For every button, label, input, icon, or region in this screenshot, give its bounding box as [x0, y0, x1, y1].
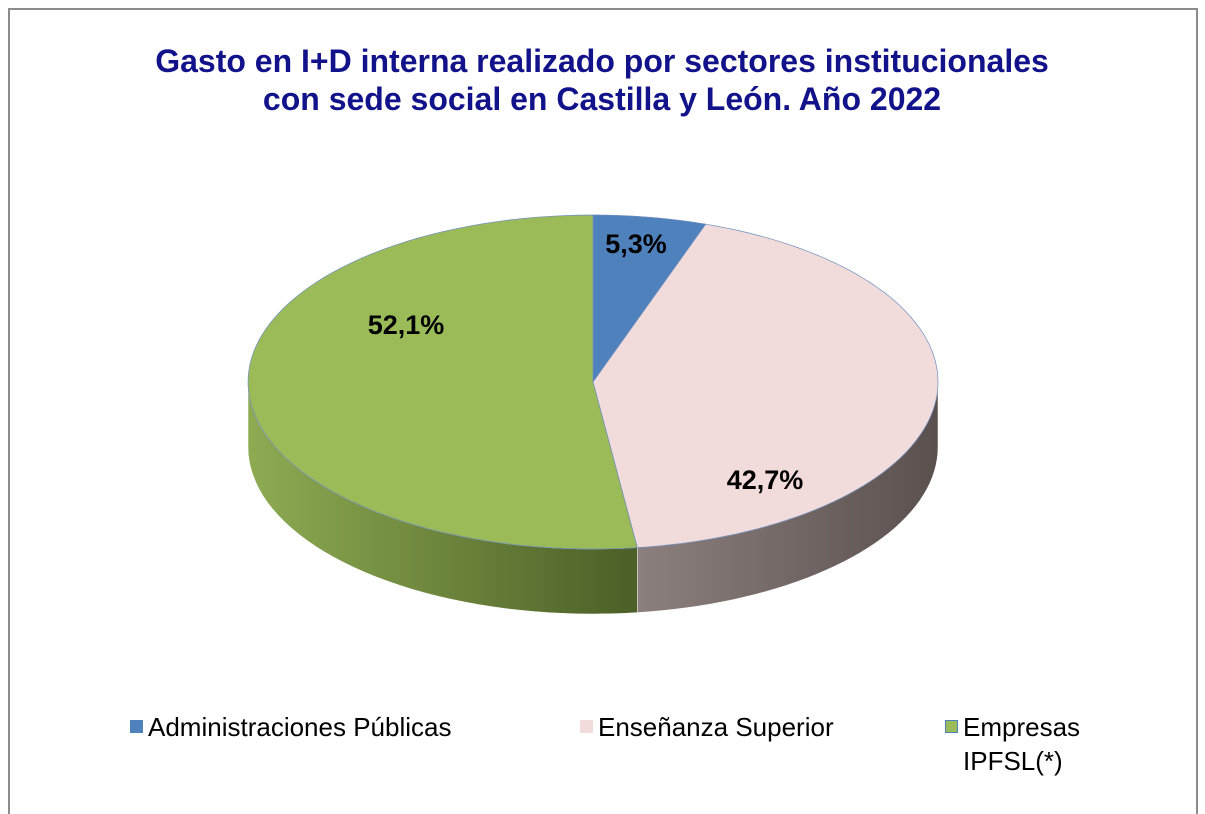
slice [592, 214, 707, 384]
legend-swatch [130, 720, 143, 733]
chart-frame [8, 8, 1198, 814]
legend-swatch [580, 720, 593, 733]
legend-item: Empresas IPFSL(*) [945, 710, 1163, 778]
legend-label: Enseñanza Superior [598, 712, 834, 742]
slice [592, 223, 939, 548]
slice [247, 214, 638, 550]
chart-title: Gasto en I+D interna realizado por secto… [155, 43, 1049, 117]
data-label: 52,1% [368, 310, 445, 340]
legend-label: Administraciones Públicas [148, 712, 452, 742]
data-label: 42,7% [727, 465, 804, 495]
data-label: 5,3% [605, 229, 667, 259]
legend-label: Empresas IPFSL(*) [963, 712, 1081, 776]
legend-item: Enseñanza Superior [580, 710, 918, 744]
legend-swatch [945, 720, 958, 733]
legend-item: Administraciones Públicas [130, 710, 548, 744]
